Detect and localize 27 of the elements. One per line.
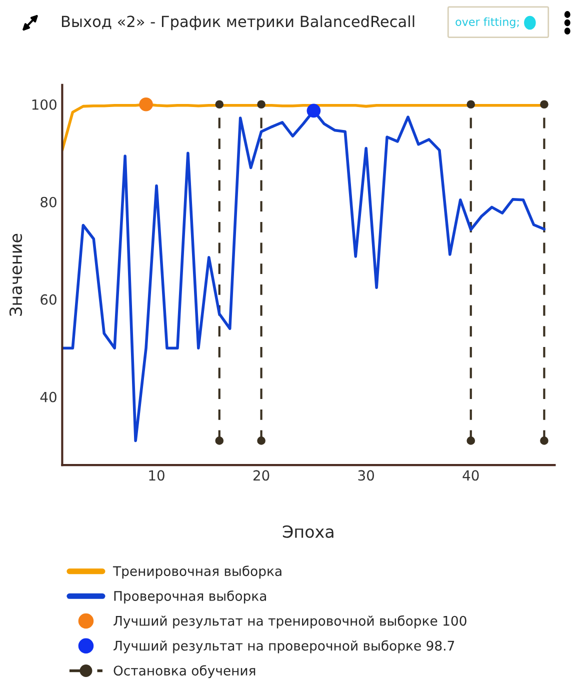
text: over fitting; [456, 17, 519, 28]
x-tick-label: 20 [253, 470, 270, 481]
legend-label: Тренировочная выборка [112, 566, 282, 579]
point [306, 104, 321, 118]
point [466, 100, 476, 109]
y-tick-label: 100 [32, 99, 56, 110]
point [466, 436, 476, 445]
point [257, 100, 266, 109]
legend-label: Лучший результат на тренировочной выборке 100 [114, 615, 466, 628]
point [215, 100, 224, 109]
point [257, 436, 266, 445]
y-tick-label: 40 [40, 392, 56, 402]
y-tick-label: 60 [40, 294, 56, 305]
x-tick-label: 40 [462, 470, 479, 481]
x-tick-label: 10 [149, 470, 164, 481]
y-axis-title: Значение [9, 234, 22, 316]
legend-label: Проверочная выборка [114, 590, 266, 604]
point [215, 436, 224, 445]
chart-title: Выход «2» - График метрики BalancedRecall [62, 15, 414, 30]
point [540, 436, 548, 445]
point [139, 97, 153, 112]
y-tick-label: 80 [40, 196, 56, 208]
legend-label: Лучший результат на проверочной выборке 98.7 [114, 640, 454, 654]
x-axis-title: Эпоха [282, 525, 334, 538]
point [540, 100, 548, 109]
x-tick-label: 30 [358, 470, 374, 481]
legend-label: Остановка обучения [114, 665, 256, 678]
